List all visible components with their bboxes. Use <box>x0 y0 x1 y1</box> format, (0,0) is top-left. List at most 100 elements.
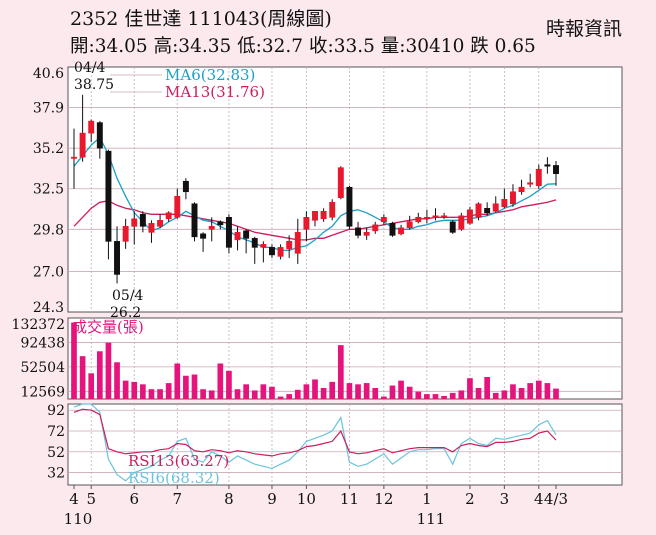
volume-bar <box>492 392 499 399</box>
candle-body <box>544 164 551 167</box>
volume-bar <box>208 390 215 399</box>
volume-tick-label: 132372 <box>12 317 65 333</box>
volume-bar <box>518 387 525 399</box>
volume-bar <box>251 390 258 399</box>
candle-body <box>346 186 353 227</box>
candle-body <box>217 221 224 226</box>
candle-body <box>509 191 516 205</box>
candle-body <box>449 221 456 233</box>
price-tick-label: 40.6 <box>33 66 64 82</box>
volume-bar <box>398 380 404 399</box>
high-annotation-date: 04/4 <box>74 60 106 76</box>
candle-body <box>79 132 86 158</box>
x-tick-label: 4 <box>534 490 544 508</box>
volume-bar <box>260 384 267 399</box>
volume-bar <box>449 392 456 399</box>
candle-body <box>312 210 318 221</box>
volume-bar <box>320 387 327 399</box>
volume-bar <box>355 384 361 399</box>
x-tick-label: 10 <box>297 490 316 508</box>
candle-body <box>484 207 491 214</box>
volume-bar <box>346 383 353 399</box>
candle-body <box>251 238 258 248</box>
rsi-tick-label: 92 <box>47 403 65 419</box>
x-year-label: 111 <box>417 510 446 528</box>
legend-ma13: MA13(31.76) <box>165 83 265 101</box>
candle-body <box>303 217 310 230</box>
x-tick-label: 8 <box>224 490 234 508</box>
volume-bar <box>269 386 275 399</box>
candle-body <box>337 167 344 199</box>
candle-body <box>432 215 439 218</box>
candle-body <box>501 198 508 208</box>
candle-body <box>200 233 207 239</box>
volume-bar <box>277 396 284 399</box>
candle-body <box>165 212 172 220</box>
volume-bar <box>363 383 370 399</box>
volume-tick-label: 12569 <box>20 384 65 400</box>
volume-bar <box>294 389 301 399</box>
price-tick-label: 32.5 <box>33 182 64 198</box>
volume-bar <box>286 394 293 399</box>
candle-body <box>527 182 534 185</box>
volume-tick-label: 52504 <box>20 360 65 376</box>
volume-bar <box>122 380 129 399</box>
x-tick-label: 11 <box>340 490 359 508</box>
volume-bar <box>501 390 508 399</box>
price-tick-label: 37.9 <box>33 101 64 117</box>
price-tick-label: 24.3 <box>33 300 64 316</box>
x-tick-label: 7 <box>173 490 183 508</box>
price-tick-label: 35.2 <box>33 141 64 157</box>
volume-bar <box>458 390 465 399</box>
candle-body <box>475 203 482 218</box>
candle-body <box>406 221 413 229</box>
volume-bar <box>114 362 120 399</box>
volume-bar <box>71 322 77 399</box>
x-tick-label: 4/3 <box>544 490 568 508</box>
volume-bar <box>174 363 181 399</box>
chart-title: 2352 佳世達 111043(周線圖) <box>70 8 332 30</box>
candle-body <box>320 210 327 220</box>
volume-bar <box>432 394 439 399</box>
x-tick-label: 1 <box>422 490 432 508</box>
candle-body <box>398 227 405 235</box>
candle-body <box>389 223 396 236</box>
rsi-tick-label: 72 <box>47 424 65 440</box>
x-tick-label: 4 <box>69 490 79 508</box>
candle-body <box>182 180 189 193</box>
x-tick-label: 9 <box>267 490 277 508</box>
candle-body <box>114 241 121 275</box>
volume-title: 成交量(張) <box>72 318 144 336</box>
price-tick-label: 27.0 <box>33 264 64 280</box>
rsi6-line <box>73 403 557 482</box>
x-tick-label: 5 <box>86 490 96 508</box>
candle-body <box>122 226 129 242</box>
volume-bar <box>88 373 95 399</box>
volume-bar <box>553 388 559 399</box>
candle-body <box>268 247 275 256</box>
volume-bar <box>183 375 189 399</box>
volume-bar <box>544 383 551 399</box>
volume-bar <box>148 389 155 399</box>
source-label: 時報資訊 <box>545 18 622 40</box>
x-tick-label: 2 <box>465 490 475 508</box>
candle-body <box>71 156 77 159</box>
volume-bar <box>79 356 86 399</box>
candle-body <box>139 214 146 227</box>
candle-body <box>466 209 473 224</box>
volume-bar <box>329 381 336 399</box>
low-annotation-value: 26.2 <box>110 305 141 321</box>
rsi-tick-label: 52 <box>47 445 65 461</box>
candle-body <box>535 168 542 187</box>
candle-body <box>148 223 155 233</box>
volume-bar <box>510 384 516 399</box>
volume-bar <box>217 363 224 399</box>
candle-body <box>260 244 267 248</box>
candle-body <box>234 232 241 241</box>
x-tick-label: 3 <box>500 490 510 508</box>
candle-body <box>458 215 465 230</box>
candle-body <box>191 203 198 238</box>
volume-bar <box>372 387 379 399</box>
quote-summary: 開:34.05 高:34.35 低:32.7 收:33.5 量:30410 跌 … <box>70 36 536 57</box>
